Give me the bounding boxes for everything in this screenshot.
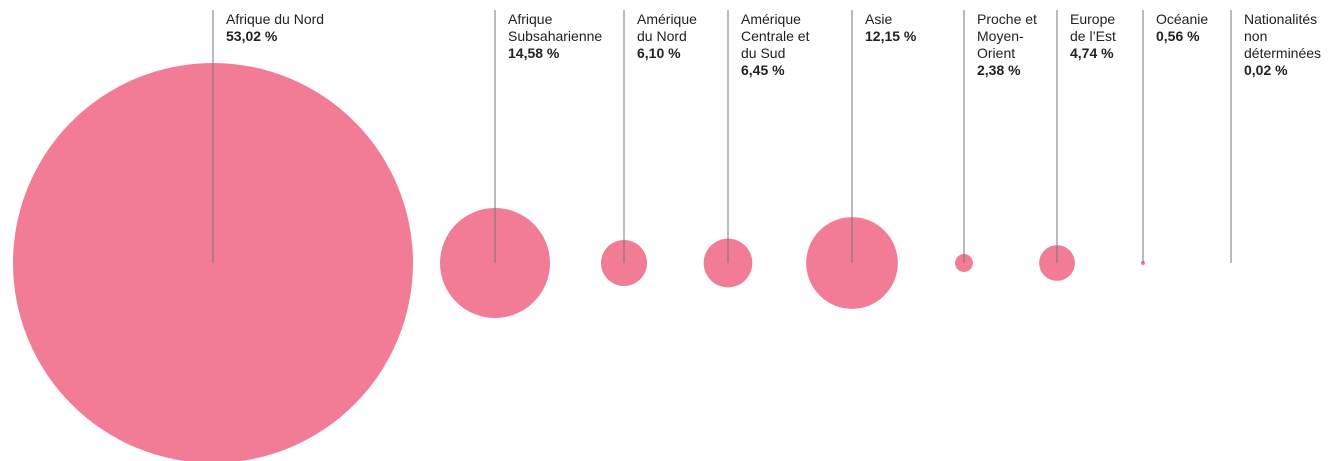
value-label: 6,10 % [637, 45, 681, 61]
value-label: 6,45 % [741, 62, 785, 78]
category-label: Nationalités non déterminées [1244, 11, 1322, 61]
value-label: 12,15 % [865, 28, 917, 44]
category-label: Océanie [1156, 11, 1209, 27]
label: Océanie 0,56 % [1156, 11, 1228, 45]
label: Afrique du Nord 53,02 % [226, 11, 366, 45]
label: Europe de l’Est 4,74 % [1070, 11, 1134, 62]
value-label: 0,56 % [1156, 28, 1200, 44]
label: Asie 12,15 % [865, 11, 937, 45]
category-label: Amérique Centrale et du Sud [741, 11, 810, 61]
label: Amérique du Nord 6,10 % [637, 11, 709, 62]
category-label: Amérique du Nord [637, 11, 697, 44]
value-label: 2,38 % [977, 62, 1021, 78]
value-label: 0,02 % [1244, 62, 1288, 78]
category-label: Asie [865, 11, 893, 27]
label: Proche et Moyen-Orient 2,38 % [977, 11, 1041, 79]
category-label: Afrique du Nord [226, 11, 325, 27]
category-label: Afrique Subsaharienne [508, 11, 603, 44]
category-label: Proche et Moyen-Orient [977, 11, 1037, 61]
value-label: 14,58 % [508, 45, 560, 61]
value-label: 4,74 % [1070, 45, 1114, 61]
label: Afrique Subsaharienne 14,58 % [508, 11, 620, 62]
category-label: Europe de l’Est [1070, 11, 1116, 44]
label: Nationalités non déterminées 0,02 % [1244, 11, 1332, 79]
label: Amérique Centrale et du Sud 6,45 % [741, 11, 813, 79]
value-label: 53,02 % [226, 28, 278, 44]
